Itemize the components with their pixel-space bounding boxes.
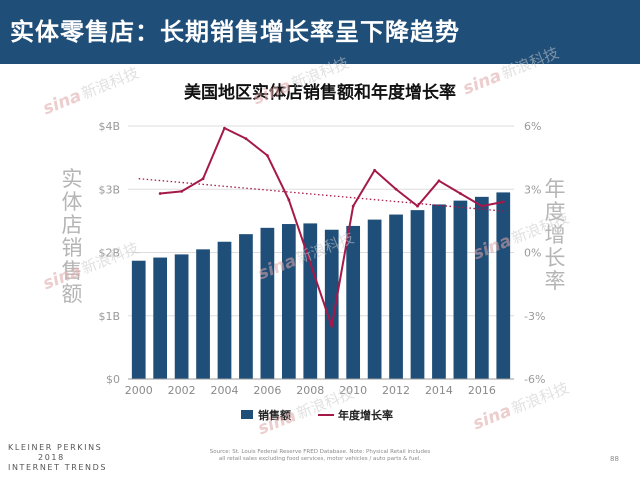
growth-rate-point [244,137,248,141]
bar [239,234,253,379]
y-tick-label-right: 0% [524,247,541,260]
growth-rate-point [416,204,419,208]
y-tick-label-left: $1B [98,310,120,323]
bar [496,192,511,379]
growth-rate-point [287,198,291,202]
x-tick-label: 2016 [468,384,496,397]
growth-rate-point [308,261,312,265]
y-tick-label-right: -3% [524,310,545,323]
bar [303,223,318,379]
bar [389,214,403,379]
bar [474,196,489,379]
growth-rate-point [180,189,184,193]
x-tick-label: 2010 [339,384,367,397]
footer-brand: KLEINER PERKINS 2018 INTERNET TRENDS [8,443,108,472]
legend-swatch-bars [241,410,253,419]
growth-rate-point [458,192,462,195]
y-tick-label-right: 6% [524,120,541,133]
growth-rate-point [330,324,334,328]
bar [324,229,339,379]
growth-rate-point [373,168,377,172]
chart-title: 美国地区实体店销售额和年度增长率 [184,83,456,103]
growth-rate-point [480,204,484,208]
bar [453,200,468,379]
x-tick-label: 2004 [211,384,239,397]
bar [281,224,296,379]
trendline [138,178,504,212]
y-tick-label-left: $0 [106,373,120,386]
page-number: 88 [610,455,619,463]
x-tick-label: 2008 [296,384,324,397]
y-tick-label-right: 3% [524,183,541,196]
growth-rate-point [265,154,269,157]
slide-title: 实体零售店：长期销售增长率呈下降趋势 [10,18,460,46]
growth-rate-point [394,187,398,191]
growth-rate-point [351,204,355,208]
x-tick-label: 2002 [168,384,196,397]
growth-rate-point [437,179,441,183]
source-note: Source: St. Louis Federal Reserve FRED D… [209,449,431,462]
growth-rate-point [201,177,205,181]
growth-rate-point [223,126,226,130]
bar [153,257,168,379]
y-tick-label-left: $3B [98,183,120,196]
bar [410,210,425,379]
bar [131,260,146,379]
slide-header: 实体零售店：长期销售增长率呈下降趋势 [0,0,640,64]
y-tick-label-right: -6% [524,373,545,386]
bar [196,249,210,379]
x-tick-label: 2012 [382,384,410,397]
bar [217,241,232,379]
right-axis-label: 年度增长率 [544,177,566,293]
bar [260,227,275,379]
y-tick-label-left: $2B [98,247,120,260]
x-tick-label: 2014 [425,384,453,397]
growth-rate-point [158,192,162,195]
bar [346,225,361,379]
x-tick-label: 2000 [125,384,153,397]
bar [432,204,446,379]
x-tick-label: 2006 [253,384,281,397]
legend-label-line: 年度增长率 [338,408,393,422]
left-axis-label: 实体店销售额 [61,167,83,306]
y-tick-label-left: $4B [98,120,120,133]
growth-rate-point [501,200,505,204]
legend-label-bars: 销售额 [258,408,291,422]
bar [174,254,189,379]
bar [367,219,382,379]
